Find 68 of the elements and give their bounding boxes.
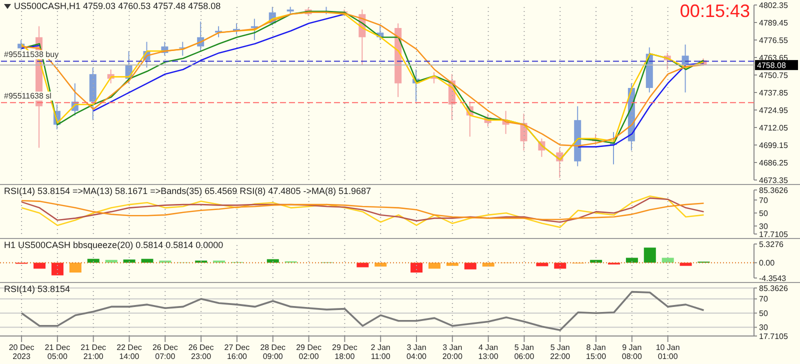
y-tick-label: 4686.25 (759, 158, 788, 168)
bar (464, 262, 476, 270)
x-tick-label: 26 Dec 07:00 (152, 343, 178, 361)
bar (428, 262, 440, 269)
bar (536, 262, 548, 266)
chart-title: H1 US500CASH bbsqueeze(20) 0.5814 0.5814 0.0000 (4, 240, 224, 250)
y-tick-label: 17.7105 (759, 230, 788, 239)
bar (69, 262, 82, 273)
bar (374, 262, 387, 267)
bar (446, 262, 458, 266)
y-tick-label: 4724.95 (759, 106, 788, 115)
y-tick-label: 4802.35 (759, 0, 788, 10)
x-tick-label: 28 Dec 09:00 (260, 343, 286, 361)
line-series (20, 195, 704, 228)
bar (680, 262, 692, 266)
bar (410, 262, 423, 273)
x-tick-label: 10 Jan 01:00 (656, 343, 680, 361)
y-tick-label: 4712.05 (759, 123, 788, 132)
y-tick-label: 85.3626 (759, 284, 788, 293)
y-tick-label: 50 (759, 208, 768, 218)
x-tick-label: 3 Jan 04:00 (406, 343, 428, 361)
x-tick-label: 2 Jan 11:00 (370, 343, 391, 361)
chart-title: RSI(14) 53.8154 (4, 284, 70, 294)
y-tick-label: 50 (759, 308, 768, 318)
x-tick-label: 29 Dec 02:00 (296, 343, 322, 361)
candlestick (250, 18, 258, 41)
y-tick-label: 4789.45 (759, 18, 788, 28)
x-tick-label: 3 Jan 20:00 (442, 343, 463, 361)
y-tick-label: 4763.65 (759, 53, 788, 62)
x-tick-label: 22 Dec 14:00 (116, 343, 142, 361)
chart-title: RSI(14) 53.8154 =>MA(13) 58.1671 =>Bands(35) 65.4569 RSI(8) 47.4805 ->MA(8) 51.9687 (4, 186, 371, 196)
x-tick-label: 29 Dec 18:00 (332, 343, 358, 361)
x-tick-label: 20 Dec 2023 (8, 343, 34, 361)
y-tick-label: 0.00 (759, 258, 776, 268)
x-tick-label: 27 Dec 16:00 (224, 343, 250, 361)
y-tick-label: 5.3276 (759, 240, 784, 249)
y-tick-label: -4.3543 (759, 274, 787, 283)
y-tick-label: 17.7105 (759, 332, 788, 341)
x-tick-label: 21 Dec 05:00 (44, 343, 70, 361)
chart-title: US500CASH,H1 4759.03 4760.53 4757.48 4758.08 (14, 1, 221, 11)
ref-line-label: #95511538 buy (4, 50, 59, 60)
y-tick-label: 4737.85 (759, 88, 788, 98)
bar (356, 262, 369, 268)
x-tick-label: 8 Jan 15:00 (586, 343, 607, 361)
y-tick-label: 85.3626 (759, 186, 788, 195)
x-tick-label: 5 Jan 22:00 (550, 343, 571, 361)
x-tick-label: 21 Dec 21:00 (80, 343, 106, 361)
y-tick-label: 4673.35 (759, 176, 788, 185)
x-tick-label: 4 Jan 13:00 (478, 343, 499, 361)
y-tick-label: 4776.55 (759, 36, 788, 45)
x-tick-label: 26 Dec 23:00 (188, 343, 214, 361)
ref-line-label: #95511638 sl (4, 92, 52, 101)
y-tick-label: 4750.75 (759, 70, 788, 80)
bar (266, 259, 279, 263)
x-tick-label: 5 Jan 06:00 (514, 343, 535, 361)
y-tick-label: 4699.15 (759, 140, 788, 150)
ref-line-label: 4758.08 (757, 61, 786, 70)
x-tick-label: 9 Jan 08:00 (622, 343, 642, 361)
bar (644, 248, 656, 263)
bar (34, 262, 46, 269)
y-tick-label: 30 (759, 222, 768, 231)
annotation: 00:15:43 (680, 1, 750, 22)
bar (51, 262, 64, 276)
y-tick-label: 70 (759, 294, 768, 304)
y-tick-label: 30 (759, 323, 768, 332)
y-tick-label: 70 (759, 196, 768, 205)
bar (482, 262, 494, 267)
bar (554, 262, 566, 269)
